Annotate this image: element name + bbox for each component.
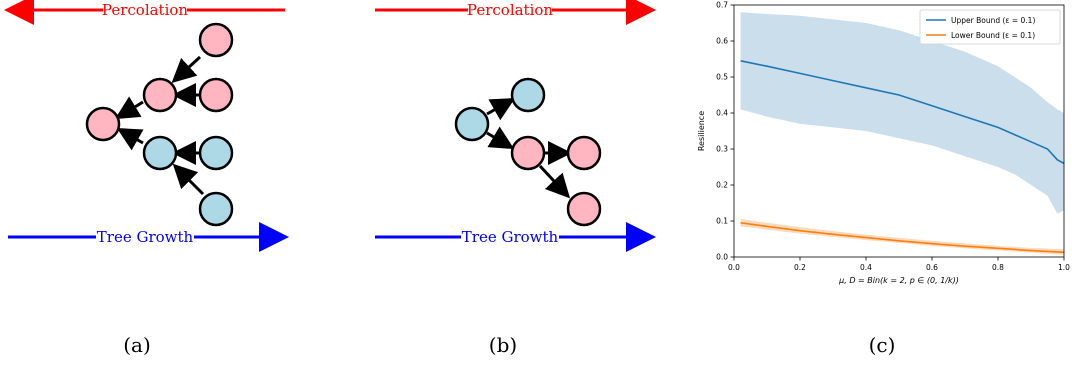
- series-line-0: [740, 60, 1065, 165]
- y-tick-label: 0.5: [716, 73, 728, 82]
- legend-label-lower: Lower Bound (ε = 0.1): [951, 31, 1035, 40]
- node-red: [198, 22, 234, 58]
- axis-layer: 0.0 0.2 0.4 0.6 0.8 1.0 0.0 0.1 0.2 0.3 0.4 0.5 0.6 0…: [716, 1, 1070, 273]
- caption-a: (a): [123, 333, 151, 357]
- edge: [486, 126, 515, 150]
- x-tick-label: 0.4: [860, 263, 872, 272]
- legend: Upper Bound (ε = 0.1) Lower Bound (ε = 0…: [919, 9, 1061, 45]
- panel-a-diagram: Percolation Tree Growth: [0, 0, 300, 366]
- confidence-band-1: [740, 218, 1064, 255]
- caption-c: (c): [868, 333, 896, 357]
- y-tick-label: 0.7: [716, 1, 728, 10]
- node-red: [510, 135, 546, 171]
- percolation-label-bg: [103, 2, 187, 18]
- x-tick-label: 1.0: [1058, 263, 1070, 272]
- y-tick-label: 0.2: [716, 181, 728, 190]
- node-blue: [198, 191, 234, 227]
- tree-growth-label-bg: [96, 229, 194, 245]
- y-tick-label: 0.3: [716, 145, 728, 154]
- node-red: [198, 77, 234, 113]
- tree-growth-label: Tree Growth: [97, 228, 194, 246]
- y-tick-label: 0.0: [716, 253, 728, 262]
- node-blue: [198, 135, 234, 171]
- node-red: [142, 77, 178, 113]
- panel-b-diagram: Percolation Tree Growth: [360, 0, 660, 366]
- node-blue: [454, 106, 490, 142]
- plot-frame: [733, 4, 1065, 258]
- x-tick-label: 0.2: [794, 263, 806, 272]
- node-red: [85, 106, 121, 142]
- percolation-label: Percolation: [467, 1, 553, 19]
- x-tick-label: 0.0: [728, 263, 740, 272]
- confidence-band-0: [740, 12, 1064, 214]
- node-red: [566, 191, 602, 227]
- edge: [486, 98, 516, 121]
- y-tick-label: 0.4: [716, 109, 728, 118]
- resilience-chart: 0.0 0.2 0.4 0.6 0.8 1.0 0.0 0.1 0.2 0.3 0.4 0.5 0.6 0…: [697, 1, 1070, 286]
- edge: [172, 163, 205, 196]
- y-tick-label: 0.1: [716, 217, 728, 226]
- percolation-label-bg: [468, 2, 552, 18]
- x-axis-label: μ, D = Bin(k = 2, p ∈ (0, 1/k)): [838, 276, 959, 285]
- x-tick-label: 0.6: [926, 263, 938, 272]
- series-line-1: [740, 222, 1065, 254]
- x-tick-label: 0.8: [992, 263, 1004, 272]
- caption-b: (b): [488, 333, 518, 357]
- plot-layer: [740, 12, 1065, 255]
- panel-b-svg: Percolation Tree Growth: [375, 0, 656, 252]
- edge: [538, 164, 571, 199]
- panel-a-svg: Percolation Tree Growth: [3, 0, 289, 252]
- edge: [171, 55, 202, 84]
- node-red: [566, 135, 602, 171]
- panel-c-chart: 0.0 0.2 0.4 0.6 0.8 1.0 0.0 0.1 0.2 0.3 0.4 0.5 0.6 0…: [690, 0, 1075, 366]
- edge: [116, 128, 144, 151]
- legend-label-upper: Upper Bound (ε = 0.1): [951, 16, 1035, 25]
- tree-growth-label-bg: [461, 229, 559, 245]
- tree-growth-label: Tree Growth: [462, 228, 559, 246]
- legend-box: [919, 9, 1061, 45]
- node-blue: [142, 135, 178, 171]
- node-blue: [510, 77, 546, 113]
- y-tick-label: 0.6: [716, 37, 728, 46]
- edge: [114, 96, 144, 120]
- y-axis-label: Resilience: [697, 111, 706, 151]
- percolation-label: Percolation: [102, 1, 188, 19]
